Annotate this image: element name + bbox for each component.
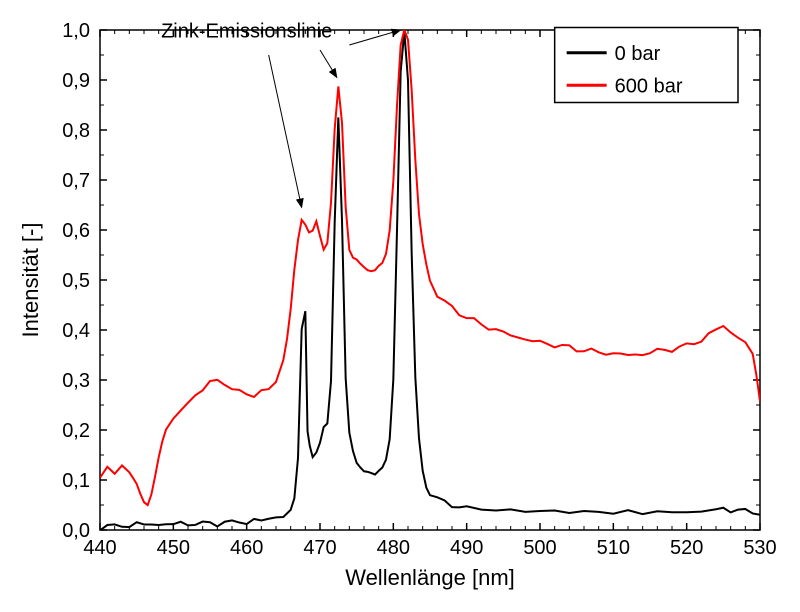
y-tick-label: 0,6 bbox=[62, 220, 90, 242]
x-tick-label: 510 bbox=[597, 537, 630, 559]
x-tick-label: 470 bbox=[303, 537, 336, 559]
y-tick-label: 0,1 bbox=[62, 470, 90, 492]
y-tick-label: 0,4 bbox=[62, 320, 90, 342]
x-tick-label: 500 bbox=[523, 537, 556, 559]
y-tick-label: 0,7 bbox=[62, 170, 90, 192]
y-tick-label: 0,8 bbox=[62, 120, 90, 142]
annotation-arrow bbox=[349, 30, 400, 45]
annotation-arrow bbox=[320, 50, 337, 78]
annotation-arrow bbox=[269, 55, 302, 208]
legend-label: 600 bar bbox=[615, 75, 683, 97]
x-tick-label: 530 bbox=[743, 537, 776, 559]
x-axis-label: Wellenlänge [nm] bbox=[345, 565, 515, 590]
x-tick-label: 460 bbox=[230, 537, 263, 559]
x-tick-label: 490 bbox=[450, 537, 483, 559]
x-tick-label: 480 bbox=[377, 537, 410, 559]
x-tick-label: 450 bbox=[157, 537, 190, 559]
annotation-label: Zink-Emissionslinie bbox=[161, 21, 332, 43]
spectrum-chart: 4404504604704804905005105205300,00,10,20… bbox=[0, 0, 800, 612]
y-tick-label: 0,3 bbox=[62, 370, 90, 392]
y-tick-label: 0,9 bbox=[62, 70, 90, 92]
y-axis-label: Intensität [-] bbox=[18, 223, 43, 338]
y-tick-label: 0,2 bbox=[62, 420, 90, 442]
y-tick-label: 1,0 bbox=[62, 20, 90, 42]
x-tick-label: 520 bbox=[670, 537, 703, 559]
y-tick-label: 0,0 bbox=[62, 520, 90, 542]
legend-label: 0 bar bbox=[615, 43, 661, 65]
y-tick-label: 0,5 bbox=[62, 270, 90, 292]
